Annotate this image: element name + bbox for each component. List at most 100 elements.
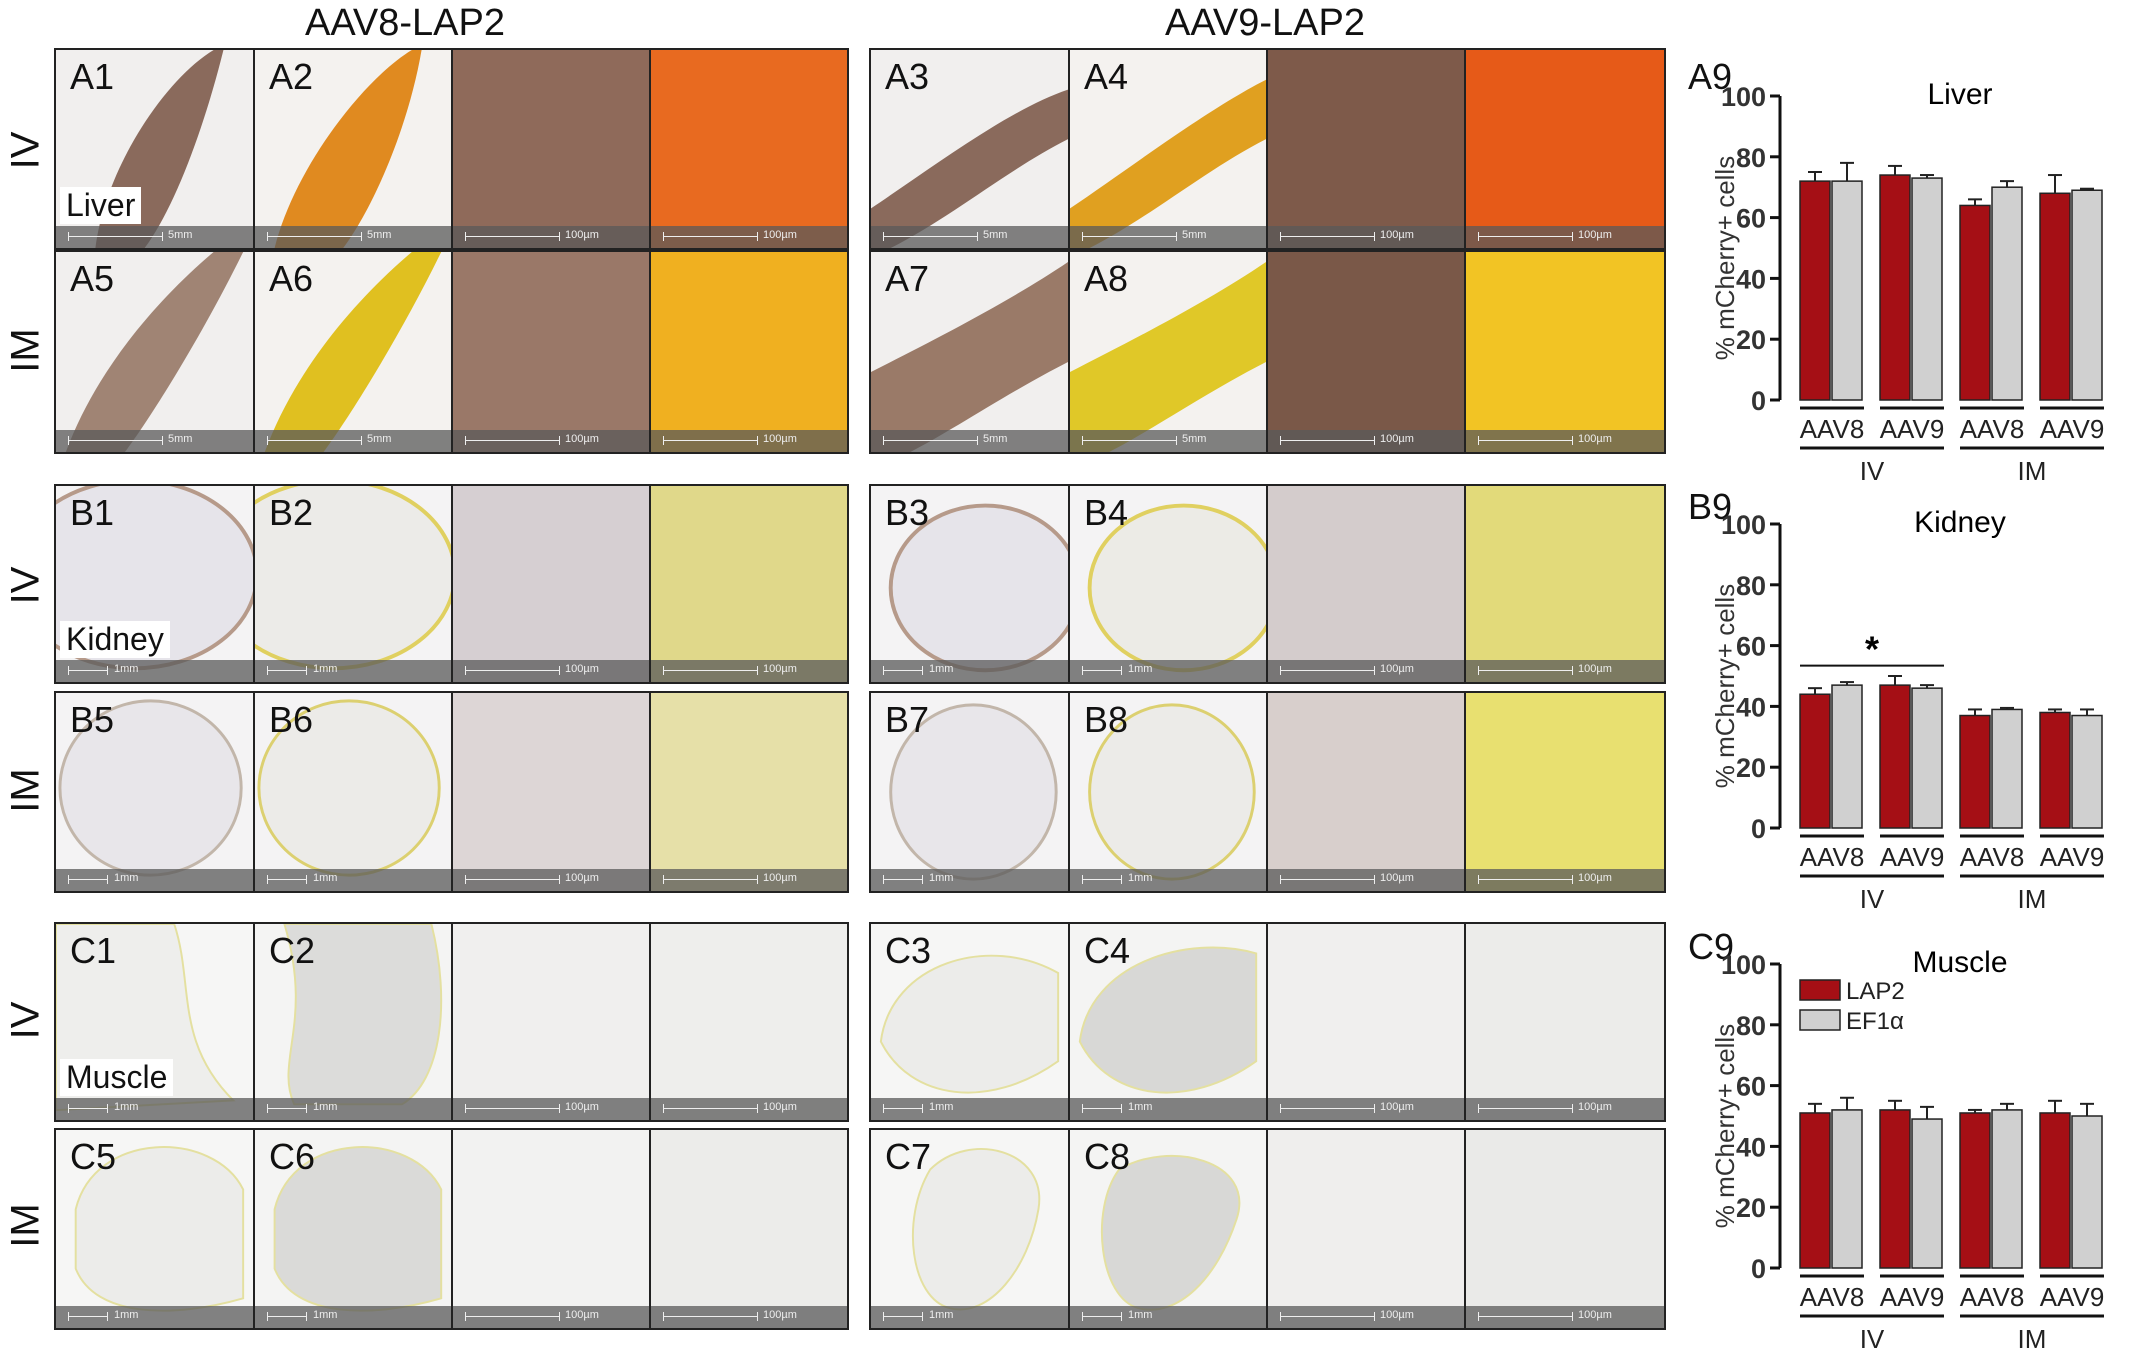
scale-bar: 100µm xyxy=(1466,660,1664,682)
scale-bar: 100µm xyxy=(651,1098,847,1120)
y-tick-label: 60 xyxy=(1736,632,1766,662)
panel-label: A4 xyxy=(1084,56,1129,97)
chart-title: Kidney xyxy=(1914,506,2006,539)
tile-a3: A3 5mm xyxy=(871,50,1070,248)
tile-a7: A7 5mm xyxy=(871,252,1070,452)
tile-c1: C1 Muscle 1mm xyxy=(56,924,255,1120)
muscle-iv-aav8-panel: C1 Muscle 1mm C2 1mm 100µm 100µm xyxy=(54,922,849,1122)
y-tick-label: 0 xyxy=(1751,1254,1766,1284)
panel-label: C1 xyxy=(70,930,117,971)
scale-bar: 1mm xyxy=(56,660,253,682)
tile-b6: B6 1mm xyxy=(255,693,453,891)
x-tick-label: AAV8 xyxy=(1960,842,2025,872)
scale-bar: 100µm xyxy=(1466,1098,1664,1120)
bar-ef1-3 xyxy=(2071,1115,2103,1269)
liver-im-aav9-panel: A7 5mm A8 5mm 100µm 100µm xyxy=(869,250,1666,454)
column-title-aav9: AAV9-LAP2 xyxy=(1165,2,1365,44)
scale-bar: 100µm xyxy=(1466,430,1664,452)
scale-bar: 1mm xyxy=(255,869,451,891)
scale-bar: 5mm xyxy=(871,430,1068,452)
bar-lap2-1 xyxy=(1879,174,1911,401)
tile-c-hi-1: 100µm xyxy=(453,924,651,1120)
tile-b-hi-2: 100µm xyxy=(651,486,847,682)
liver-im-aav8-panel: A5 5mm A6 5mm 100µm 100µm xyxy=(54,250,849,454)
tile-a5: A5 5mm xyxy=(56,252,255,452)
y-tick-label: 80 xyxy=(1736,571,1766,601)
x-tick-label: AAV9 xyxy=(2040,414,2105,444)
route-label-kidney-iv: IV xyxy=(3,566,48,604)
scale-bar: 100µm xyxy=(453,869,649,891)
kidney-im-aav9-panel: B7 1mm B8 1mm 100µm 100µm xyxy=(869,691,1666,893)
tile-c8: C8 1mm xyxy=(1070,1130,1268,1328)
bar-ef1-0 xyxy=(1831,1109,1863,1269)
panel-label: A6 xyxy=(269,258,314,299)
scale-bar: 1mm xyxy=(871,660,1068,682)
scale-bar: 1mm xyxy=(56,1306,253,1328)
organ-label-liver: Liver xyxy=(60,187,142,224)
scale-bar: 1mm xyxy=(1070,660,1266,682)
scale-bar: 100µm xyxy=(453,1098,649,1120)
y-tick-label: 0 xyxy=(1751,814,1766,844)
significance-label: * xyxy=(1865,629,1879,670)
liver-iv-aav8-panel: A1 Liver 5mm A2 5mm 100µm 100µm xyxy=(54,48,849,250)
panel-label: B1 xyxy=(70,492,115,533)
y-tick-label: 100 xyxy=(1721,950,1766,980)
chart-label-b9: B9 xyxy=(1688,486,1733,527)
route-label-liver-im: IM xyxy=(3,327,48,373)
legend-swatch xyxy=(1799,979,1841,1001)
x-tick-label: AAV9 xyxy=(1880,414,1945,444)
scale-bar: 5mm xyxy=(1070,430,1266,452)
y-axis-label: % mCherry+ cells xyxy=(1710,584,1740,788)
scale-bar: 100µm xyxy=(1466,226,1664,248)
bar-lap2-0 xyxy=(1799,180,1831,401)
y-tick-label: 20 xyxy=(1736,1193,1766,1223)
scale-bar: 1mm xyxy=(1070,1306,1266,1328)
tile-c5: C5 1mm xyxy=(56,1130,255,1328)
tile-c-hi-6: 100µm xyxy=(651,1130,847,1328)
tile-b1: B1 Kidney 1mm xyxy=(56,486,255,682)
bar-ef1-0 xyxy=(1831,684,1863,829)
tile-a4: A4 5mm xyxy=(1070,50,1268,248)
tile-a-hi-1: 100µm xyxy=(453,50,651,248)
scale-bar: 100µm xyxy=(651,660,847,682)
bar-lap2-0 xyxy=(1799,693,1831,829)
tile-a-hi-8: 100µm xyxy=(1466,252,1664,452)
scale-bar: 100µm xyxy=(1268,1098,1464,1120)
route-label-kidney-im: IM xyxy=(3,767,48,813)
x-tick-label: AAV8 xyxy=(1800,1282,1865,1312)
bar-lap2-3 xyxy=(2039,1112,2071,1269)
bar-ef1-1 xyxy=(1911,177,1943,401)
tile-b3: B3 1mm xyxy=(871,486,1070,682)
kidney-iv-aav8-panel: B1 Kidney 1mm B2 1mm 100µm 100µm xyxy=(54,484,849,684)
panel-label: A7 xyxy=(885,258,930,299)
scale-bar: 100µm xyxy=(1268,226,1464,248)
tile-c6: C6 1mm xyxy=(255,1130,453,1328)
y-tick-label: 20 xyxy=(1736,753,1766,783)
scale-bar: 100µm xyxy=(651,430,847,452)
x-tick-label: AAV8 xyxy=(1960,414,2025,444)
y-tick-label: 60 xyxy=(1736,1072,1766,1102)
tile-b4: B4 1mm xyxy=(1070,486,1268,682)
bar-lap2-0 xyxy=(1799,1112,1831,1269)
y-tick-label: 40 xyxy=(1736,692,1766,722)
scale-bar: 100µm xyxy=(1268,660,1464,682)
y-tick-label: 0 xyxy=(1751,386,1766,416)
scale-bar: 100µm xyxy=(453,1306,649,1328)
scale-bar: 1mm xyxy=(871,869,1068,891)
bar-ef1-1 xyxy=(1911,687,1943,829)
bar-ef1-1 xyxy=(1911,1118,1943,1269)
kidney-im-aav8-panel: B5 1mm B6 1mm 100µm 100µm xyxy=(54,691,849,893)
group-label: IM xyxy=(2018,884,2047,908)
scale-bar: 5mm xyxy=(255,430,451,452)
panel-label: B7 xyxy=(885,699,930,740)
scale-bar: 100µm xyxy=(1466,869,1664,891)
scale-bar: 1mm xyxy=(871,1306,1068,1328)
bar-ef1-2 xyxy=(1991,708,2023,829)
legend-label: EF1α xyxy=(1846,1008,1904,1035)
y-tick-label: 100 xyxy=(1721,510,1766,540)
scale-bar: 1mm xyxy=(56,1098,253,1120)
tile-c-hi-5: 100µm xyxy=(453,1130,651,1328)
tile-b-hi-7: 100µm xyxy=(1268,693,1466,891)
panel-label: B5 xyxy=(70,699,115,740)
scale-bar: 5mm xyxy=(1070,226,1266,248)
